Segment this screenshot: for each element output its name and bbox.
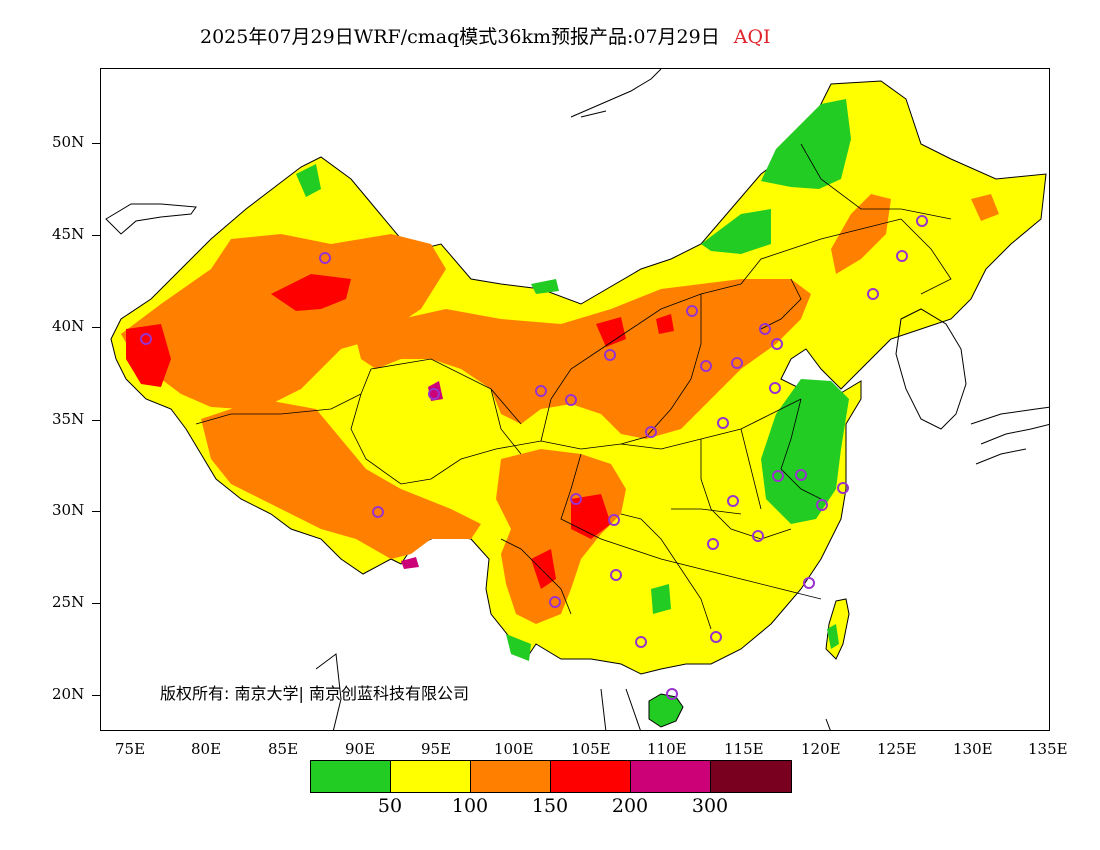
map-title: 2025年07月29日WRF/cmaq模式36km预报产品:07月29日 AQI xyxy=(200,22,771,49)
lat-label-45n: 45N xyxy=(52,225,85,243)
lat-label-20n: 20N xyxy=(52,685,85,703)
lat-tick xyxy=(92,511,100,512)
red-zone-ningxia xyxy=(596,317,626,347)
lon-label-120e: 120E xyxy=(801,740,841,758)
green-zone-north-border xyxy=(531,279,559,294)
lat-label-50n: 50N xyxy=(52,133,85,151)
green-zone-southwest xyxy=(506,634,531,661)
lat-tick xyxy=(92,143,100,144)
title-variable: AQI xyxy=(733,26,771,48)
neighbour-outline-korea-japan xyxy=(895,308,1049,465)
legend-swatch-green xyxy=(311,761,391,792)
green-zone-south xyxy=(651,584,671,614)
aqi-map-canvas xyxy=(105,69,1049,730)
legend-label-300: 300 xyxy=(691,795,729,817)
lat-label-25n: 25N xyxy=(52,593,85,611)
lon-label-90e: 90E xyxy=(345,740,376,758)
lat-tick xyxy=(92,603,100,604)
legend-swatch-maroon xyxy=(711,761,791,792)
magenta-zone-tibet-south xyxy=(401,557,419,569)
red-zone-xinjiang-center xyxy=(271,274,351,311)
legend-swatch-orange xyxy=(471,761,551,792)
lon-label-85e: 85E xyxy=(268,740,299,758)
province-borders xyxy=(195,143,952,630)
lon-label-115e: 115E xyxy=(724,740,764,758)
lon-label-135e: 135E xyxy=(1028,740,1068,758)
copyright-notice: 版权所有: 南京大学| 南京创蓝科技有限公司 xyxy=(160,684,469,703)
aqi-map xyxy=(100,68,1050,731)
green-zone-inner-mongolia xyxy=(701,209,771,254)
orange-zone-inner-mongolia-east xyxy=(971,194,999,221)
lat-tick xyxy=(92,695,100,696)
lat-label-30n: 30N xyxy=(52,501,85,519)
neighbour-outline-russia xyxy=(570,69,662,118)
orange-zone-qinghai-gansu xyxy=(356,279,811,439)
lon-label-80e: 80E xyxy=(191,740,222,758)
legend-label-100: 100 xyxy=(451,795,489,817)
title-main: 2025年07月29日WRF/cmaq模式36km预报产品:07月29日 xyxy=(200,26,720,48)
lon-label-75e: 75E xyxy=(115,740,146,758)
aqi-legend xyxy=(310,760,792,793)
hainan-region xyxy=(648,693,684,728)
lat-tick xyxy=(92,420,100,421)
lon-label-110e: 110E xyxy=(647,740,687,758)
legend-label-50: 50 xyxy=(377,795,403,817)
orange-zone-tibet xyxy=(201,399,481,559)
red-zone-kashgar xyxy=(126,324,171,387)
lon-label-105e: 105E xyxy=(571,740,611,758)
green-zone-xinjiang-north xyxy=(296,164,321,197)
lon-label-130e: 130E xyxy=(953,740,993,758)
lon-label-95e: 95E xyxy=(421,740,452,758)
orange-zone-sichuan xyxy=(496,449,626,624)
legend-swatch-yellow xyxy=(391,761,471,792)
monitoring-stations xyxy=(140,215,928,700)
neighbour-outline-kazakhstan xyxy=(105,203,197,235)
orange-zone-xinjiang xyxy=(121,234,446,409)
green-zone-east xyxy=(761,379,849,524)
neighbour-outline-southeast-asia xyxy=(315,653,831,730)
legend-label-150: 150 xyxy=(531,795,569,817)
red-zone-yunnan xyxy=(531,549,556,589)
legend-swatch-magenta xyxy=(631,761,711,792)
lat-label-35n: 35N xyxy=(52,410,85,428)
lat-tick xyxy=(92,235,100,236)
lon-label-100e: 100E xyxy=(494,740,534,758)
taiwan-green-zone xyxy=(827,624,839,649)
red-zone-sichuan xyxy=(571,494,611,539)
legend-label-200: 200 xyxy=(611,795,649,817)
legend-swatch-red xyxy=(551,761,631,792)
orange-zone-northeast xyxy=(831,194,891,274)
green-zone-northeast xyxy=(761,99,851,189)
red-zone-inner-mongolia xyxy=(656,314,674,334)
lat-label-40n: 40N xyxy=(52,317,85,335)
lon-label-125e: 125E xyxy=(877,740,917,758)
lat-tick xyxy=(92,327,100,328)
